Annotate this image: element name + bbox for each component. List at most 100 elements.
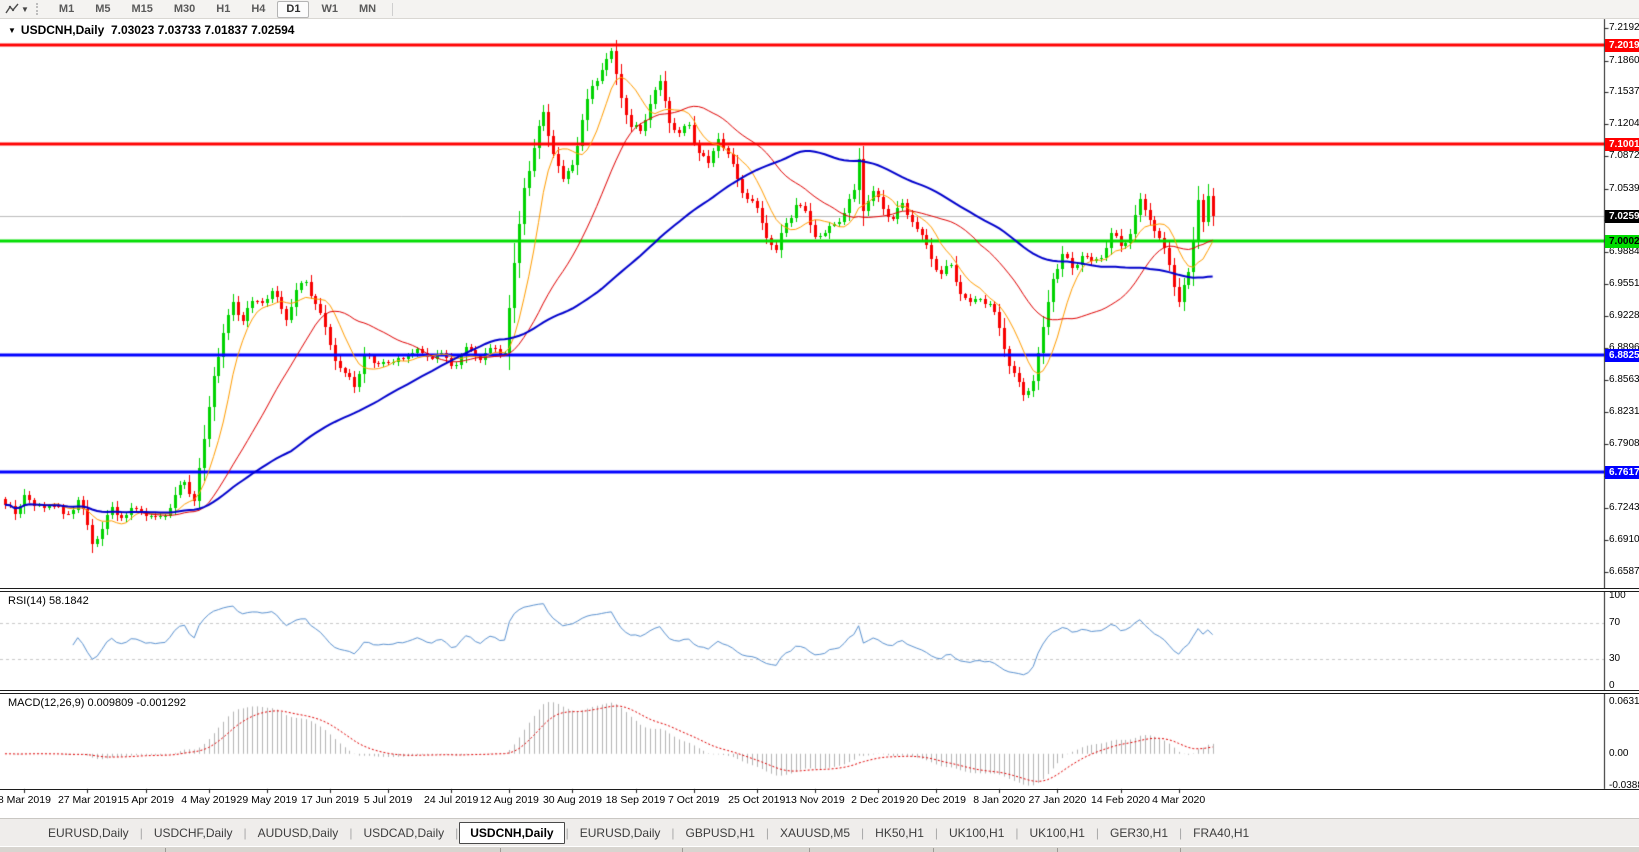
timeframe-button-h4[interactable]: H4 xyxy=(251,2,266,15)
timeframe-button-d1[interactable]: D1 xyxy=(277,0,310,18)
status-divider xyxy=(500,848,501,852)
chart-tab-xauusd-m5[interactable]: XAUUSD,M5 xyxy=(780,826,851,840)
chart-tab-eurusd-daily[interactable]: EURUSD,Daily xyxy=(579,826,661,840)
date-tick-label: 20 Dec 2019 xyxy=(906,794,966,806)
tab-divider: | xyxy=(243,826,247,840)
price-tick-label: 6.95515 xyxy=(1609,278,1639,290)
date-tick-label: 15 Apr 2019 xyxy=(117,794,174,806)
tab-divider: | xyxy=(1015,826,1019,840)
chart-tab-uk100-h1[interactable]: UK100,H1 xyxy=(949,826,1005,840)
price-tick-label: 6.79080 xyxy=(1609,437,1639,449)
price-tick-label: 6.69105 xyxy=(1609,534,1639,546)
timeframe-button-m15[interactable]: M15 xyxy=(131,2,153,15)
chart-ohlc-values: 7.03023 7.03733 7.01837 7.02594 xyxy=(110,23,295,37)
date-tick-label: 25 Oct 2019 xyxy=(728,794,786,806)
tab-divider: | xyxy=(565,826,569,840)
tab-divider: | xyxy=(349,826,353,840)
date-tick-label: 7 Oct 2019 xyxy=(668,794,720,806)
rsi-macd-separator[interactable] xyxy=(0,690,1639,694)
chart-tab-bar: EURUSD,Daily | USDCHF,Daily | AUDUSD,Daily | U… xyxy=(0,818,1639,847)
price-tick-label: 7.08720 xyxy=(1609,150,1639,162)
timeframe-button-w1[interactable]: W1 xyxy=(321,2,338,15)
rsi-scale-label: 0 xyxy=(1609,680,1615,691)
status-divider xyxy=(1057,848,1058,852)
tab-divider: | xyxy=(765,826,770,840)
timeframe-button-m5[interactable]: M5 xyxy=(95,2,111,15)
chart-symbol-label: USDCNH,Daily xyxy=(20,23,105,37)
status-divider xyxy=(809,848,810,852)
timeframe-button-mn[interactable]: MN xyxy=(358,2,377,15)
status-bar xyxy=(0,846,1639,852)
chart-title: ▼ USDCNH,Daily 7.03023 7.03733 7.01837 7.… xyxy=(8,23,294,37)
macd-indicator-label: MACD(12,26,9) 0.009809 -0.001292 xyxy=(8,697,186,709)
status-divider xyxy=(1180,848,1181,852)
price-tick-label: 6.82310 xyxy=(1609,406,1639,418)
chart-tab-eurusd-daily[interactable]: EURUSD,Daily xyxy=(48,826,129,840)
rsi-scale-label: 30 xyxy=(1609,653,1621,664)
chart-tab-ger30-h1[interactable]: GER30,H1 xyxy=(1110,826,1169,840)
toolbar-separator xyxy=(392,2,394,16)
timeframe-buttons: M1 M5 M15 M30 H1 H4 D1 W1 MN xyxy=(50,0,385,18)
date-tick-label: 27 Mar 2019 xyxy=(57,794,117,806)
date-tick-label: 30 Aug 2019 xyxy=(542,794,602,806)
date-tick-label: 14 Feb 2020 xyxy=(1091,794,1150,806)
chart-tab-usdchf-daily[interactable]: USDCHF,Daily xyxy=(153,826,233,840)
price-tick-label: 6.65875 xyxy=(1609,565,1639,577)
timeframe-button-m30[interactable]: M30 xyxy=(173,2,196,15)
rsi-scale-label: 70 xyxy=(1609,617,1621,628)
price-tick-label: 6.98840 xyxy=(1609,246,1639,258)
tab-divider: | xyxy=(139,826,143,840)
price-tick-label: 7.15370 xyxy=(1609,86,1639,98)
price-level-badge: 7.00029 xyxy=(1605,234,1639,248)
timeframe-toolbar: ▼ M1 M5 M15 M30 H1 H4 D1 W1 MN xyxy=(0,0,1639,19)
tab-divider: | xyxy=(1179,826,1183,840)
chart-tab-uk100-h1[interactable]: UK100,H1 xyxy=(1029,826,1085,840)
chart-tab-usdcad-daily[interactable]: USDCAD,Daily xyxy=(363,826,445,840)
price-tick-label: 6.88960 xyxy=(1609,342,1639,353)
chart-menu-arrow-icon[interactable]: ▼ xyxy=(8,26,16,35)
rsi-indicator-label: RSI(14) 58.1842 xyxy=(8,595,89,607)
line-studies-icon[interactable] xyxy=(4,2,20,16)
status-divider xyxy=(165,848,166,852)
macd-scale-label: 0.063113 xyxy=(1609,696,1639,708)
chart-tab-hk50-h1[interactable]: HK50,H1 xyxy=(875,826,924,840)
date-tick-label: 24 Jul 2019 xyxy=(424,794,479,806)
tab-divider: | xyxy=(1095,826,1099,840)
date-tick-label: 5 Jul 2019 xyxy=(363,794,413,806)
price-tick-label: 7.12045 xyxy=(1609,118,1639,130)
price-tick-label: 6.92285 xyxy=(1609,309,1639,321)
date-tick-label: 8 Mar 2019 xyxy=(0,794,51,806)
timeframe-button-h1[interactable]: H1 xyxy=(216,2,231,15)
date-tick-label: 29 May 2019 xyxy=(236,794,298,806)
date-tick-label: 12 Aug 2019 xyxy=(479,794,539,806)
date-tick-label: 4 Mar 2020 xyxy=(1152,794,1206,806)
price-tick-label: 7.21925 xyxy=(1609,22,1639,34)
status-divider xyxy=(682,848,683,852)
main-rsi-separator[interactable] xyxy=(0,588,1639,592)
chart-tab-fra40-h1[interactable]: FRA40,H1 xyxy=(1193,826,1250,840)
chart-tab-audusd-daily[interactable]: AUDUSD,Daily xyxy=(257,826,339,840)
chart-tab-gbpusd-h1[interactable]: GBPUSD,H1 xyxy=(685,826,755,840)
macd-scale-label: 0.00 xyxy=(1609,747,1629,759)
dropdown-caret-icon[interactable]: ▼ xyxy=(21,4,29,14)
date-tick-label: 8 Jan 2020 xyxy=(973,794,1026,806)
rsi-scale-label: 100 xyxy=(1609,590,1626,601)
tab-divider: | xyxy=(861,826,865,840)
price-level-badge: 7.10011 xyxy=(1605,137,1639,151)
price-tick-label: 7.05395 xyxy=(1609,182,1639,194)
price-tick-label: 6.85635 xyxy=(1609,374,1639,386)
price-level-badge: 6.88250 xyxy=(1605,348,1639,362)
date-tick-label: 4 May 2019 xyxy=(181,794,237,806)
price-tick-label: 7.18600 xyxy=(1609,54,1639,66)
timeframe-button-m1[interactable]: M1 xyxy=(58,2,75,15)
macd-scale-label: -0.038872 xyxy=(1609,779,1639,791)
tab-divider: | xyxy=(934,826,938,840)
time-axis-line xyxy=(0,789,1639,790)
tab-divider: | xyxy=(671,826,675,840)
status-divider xyxy=(933,848,934,852)
chart-tab-usdcnh-daily[interactable]: USDCNH,Daily xyxy=(459,822,565,844)
price-tick-label: 6.72430 xyxy=(1609,502,1639,514)
